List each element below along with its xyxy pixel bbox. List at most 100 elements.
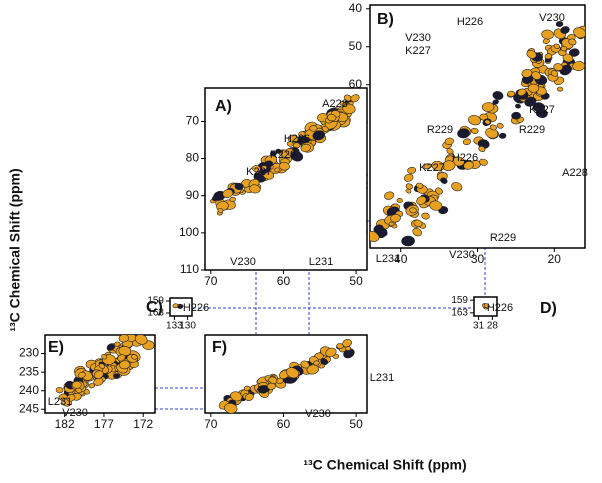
panel-label: F) — [212, 339, 227, 356]
peak-contour — [290, 151, 304, 162]
peak-contour — [416, 182, 424, 189]
peak-contour — [350, 94, 360, 103]
peak-contour — [496, 122, 504, 129]
peak-annotation: V230 — [405, 32, 431, 44]
x-tick-label: 70 — [204, 417, 218, 431]
peak-contour — [444, 137, 454, 145]
peak-contour — [286, 367, 300, 379]
peak-contour — [306, 364, 319, 375]
y-tick-label: 163 — [451, 307, 468, 318]
peak-contour — [421, 212, 430, 220]
peak-annotation: R229 — [519, 124, 545, 136]
x-tick-label: 172 — [133, 417, 153, 431]
y-tick-label: 163 — [147, 308, 164, 319]
peak-contour — [562, 53, 574, 63]
peak-contour — [560, 26, 570, 34]
peak-contour — [498, 132, 507, 139]
peak-contour — [313, 360, 320, 366]
peak-contour — [55, 387, 64, 394]
x-tick-label: 50 — [349, 417, 363, 431]
peak-contour — [388, 221, 395, 227]
x-tick-label: 182 — [55, 417, 75, 431]
y-axis-label: ¹³C Chemical Shift (ppm) — [7, 168, 23, 331]
peak-contour — [463, 161, 474, 170]
x-tick-label: 28 — [487, 321, 499, 332]
peak-contour — [113, 373, 121, 379]
peak-contour — [327, 113, 337, 122]
peak-contour — [390, 214, 401, 223]
y-tick-label: 230 — [19, 346, 39, 360]
peak-contour — [217, 208, 224, 213]
x-tick-label: 50 — [349, 274, 363, 288]
peak-contour — [309, 125, 318, 132]
peak-contour — [507, 90, 516, 97]
peak-contour — [555, 21, 564, 28]
peak-contour — [452, 156, 465, 167]
peak-contour — [243, 385, 251, 392]
peak-annotation: R229 — [490, 232, 516, 244]
y-tick-label: 70 — [186, 114, 200, 128]
peak-contour — [557, 86, 564, 92]
peak-contour — [261, 165, 268, 170]
peak-contour — [88, 383, 96, 389]
peak-contour — [511, 111, 522, 120]
peak-contour — [268, 376, 278, 384]
peak-contour — [384, 191, 395, 200]
peak-contour — [131, 354, 138, 360]
peak-annotation: R229 — [427, 124, 453, 136]
peak-contour — [71, 380, 82, 389]
peak-contour — [274, 167, 280, 173]
y-tick-label: 235 — [19, 364, 39, 378]
peak-contour — [412, 227, 422, 237]
peaks — [481, 303, 490, 310]
peak-contour — [325, 347, 337, 358]
peak-contour — [249, 184, 261, 194]
peak-contour — [114, 341, 121, 347]
peak-contour — [423, 163, 431, 170]
panel-label: A) — [215, 98, 232, 115]
y-tick-label: 80 — [186, 151, 200, 165]
peak-contour — [342, 103, 356, 115]
peak-contour — [66, 394, 76, 402]
y-tick-label: 60 — [349, 77, 363, 91]
peak-annotation: K227 — [246, 166, 272, 178]
peak-contour — [553, 43, 560, 49]
peak-contour — [396, 197, 403, 203]
y-tick-label: 40 — [349, 1, 363, 15]
x-axis-label: ¹³C Chemical Shift (ppm) — [303, 457, 466, 473]
peak-contour — [257, 385, 269, 394]
peak-contour — [230, 391, 243, 402]
peak-contour — [451, 182, 463, 192]
peak-contour — [541, 29, 554, 40]
peak-contour — [446, 148, 454, 155]
peak-contour — [336, 343, 344, 350]
panel-frame — [369, 4, 586, 249]
peak-contour — [117, 354, 126, 362]
x-tick-label: 31 — [473, 321, 485, 332]
peak-annotation: L231 — [370, 372, 394, 384]
peaks — [370, 21, 585, 247]
peak-contour — [321, 126, 329, 132]
peak-contour — [470, 127, 479, 135]
peak-annotation: H226 — [457, 16, 483, 28]
peak-annotation: A228 — [322, 98, 348, 110]
peak-contour — [524, 96, 537, 107]
peak-contour — [405, 183, 413, 190]
peak-contour — [416, 195, 427, 205]
x-tick-label: 177 — [94, 417, 114, 431]
peak-contour — [229, 196, 236, 203]
peak-annotation: L231 — [309, 256, 333, 268]
y-tick-label: 90 — [186, 188, 200, 202]
peak-contour — [531, 71, 542, 80]
peak-annotation: V230 — [62, 407, 88, 419]
peak-contour — [527, 83, 540, 93]
peak-contour — [300, 360, 310, 369]
peak-contour — [481, 102, 495, 112]
peak-annotation: K227 — [419, 162, 445, 174]
peak-contour — [224, 403, 238, 413]
peak-contour — [492, 91, 504, 100]
peak-contour — [462, 138, 471, 146]
peak-contour — [568, 38, 577, 46]
x-tick-label: 30 — [471, 252, 485, 266]
peak-contour — [172, 303, 179, 309]
